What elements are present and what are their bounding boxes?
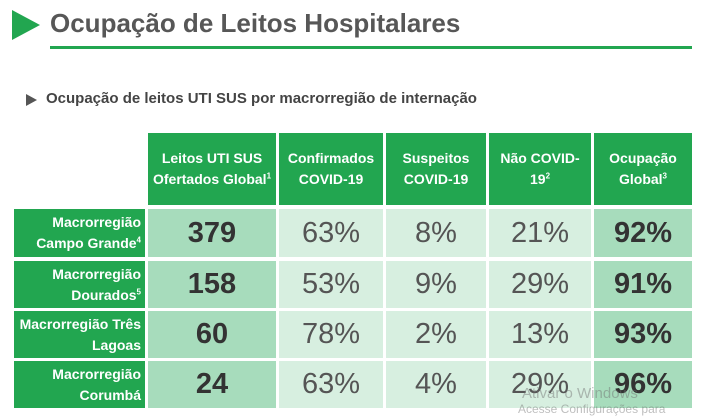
value-cell: 24: [148, 361, 276, 408]
value-cell: 93%: [594, 311, 692, 358]
footnote-mark: 2: [545, 171, 551, 181]
watermark: Acesse Configurações para: [518, 402, 666, 416]
column-header: Suspeitos COVID-19: [386, 133, 486, 205]
header-text: Confirmados COVID-19: [279, 148, 383, 190]
row-label-text: Macrorregião Corumbá: [14, 364, 141, 406]
footnote-mark: 5: [136, 286, 141, 296]
value-cell: 379: [148, 209, 276, 257]
subtitle-marker: [26, 94, 37, 106]
value-cell: 13%: [489, 311, 591, 358]
subtitle: Ocupação de leitos UTI SUS por macrorreg…: [46, 90, 477, 107]
row-label: Macrorregião Três Lagoas: [14, 311, 145, 358]
header-label: Ocupação Global: [609, 150, 677, 187]
header-label: Confirmados COVID-19: [287, 150, 375, 187]
value-cell: 2%: [386, 311, 486, 358]
value-cell: 8%: [386, 209, 486, 257]
row-label: Macrorregião Campo Grande4: [14, 209, 145, 257]
value-cell: 78%: [279, 311, 383, 358]
value-cell: 63%: [279, 361, 383, 408]
value-cell: 53%: [279, 261, 383, 308]
value-cell: 63%: [279, 209, 383, 257]
value-cell: 96%: [594, 361, 692, 408]
row-label-text: Macrorregião Dourados5: [14, 264, 141, 306]
value-cell: 9%: [386, 261, 486, 308]
value-cell: 60: [148, 311, 276, 358]
value-cell: 29%: [489, 261, 591, 308]
header-text: Ocupação Global3: [594, 148, 692, 190]
value-cell: 91%: [594, 261, 692, 308]
value-cell: 29%: [489, 361, 591, 408]
watermark: Ativar o Windows: [522, 384, 638, 402]
header-label: Leitos UTI SUS Ofertados Global: [152, 150, 267, 187]
header-text: Leitos UTI SUS Ofertados Global1: [148, 148, 276, 190]
footnote-mark: 3: [662, 171, 667, 181]
value-cell: 92%: [594, 209, 692, 257]
column-header: Não COVID-192: [489, 133, 591, 205]
title: Ocupação de Leitos Hospitalares: [50, 8, 461, 38]
header-label: Não COVID-19: [500, 150, 580, 187]
header-label: Suspeitos COVID-19: [402, 150, 470, 187]
header-text: Não COVID-192: [489, 148, 591, 190]
header-text: Suspeitos COVID-19: [386, 148, 486, 190]
column-header: Ocupação Global3: [594, 133, 692, 205]
title-marker: [12, 10, 40, 40]
column-header: Confirmados COVID-19: [279, 133, 383, 205]
footnote-mark: 1: [266, 171, 272, 181]
row-label-name: Macrorregião Corumbá: [52, 365, 141, 403]
row-label-name: Macrorregião Dourados: [52, 265, 141, 303]
column-header: Leitos UTI SUS Ofertados Global1: [148, 133, 276, 205]
row-label-name: Macrorregião Três Lagoas: [19, 315, 141, 353]
row-label-text: Macrorregião Três Lagoas: [14, 314, 141, 356]
row-label-text: Macrorregião Campo Grande4: [14, 212, 141, 254]
value-cell: 158: [148, 261, 276, 308]
value-cell: 4%: [386, 361, 486, 408]
value-cell: 21%: [489, 209, 591, 257]
title-rule: [50, 46, 692, 49]
row-label: Macrorregião Dourados5: [14, 261, 145, 308]
row-label-name: Macrorregião Campo Grande: [36, 214, 141, 251]
row-label: Macrorregião Corumbá: [14, 361, 145, 408]
footnote-mark: 4: [136, 235, 141, 245]
